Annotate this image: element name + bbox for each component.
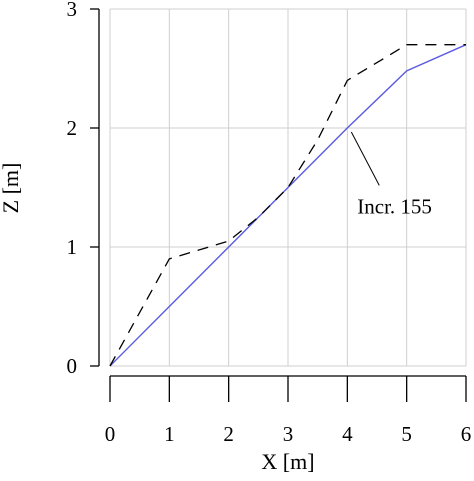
y-tick-label: 3 [67,0,78,21]
axes [90,8,467,402]
dashed-series-line [109,44,466,367]
y-tick-label: 0 [67,354,78,378]
x-tick-label: 4 [342,422,353,446]
y-tick-label: 2 [67,116,78,140]
y-tick-label: 1 [67,235,78,259]
series-lines [109,44,467,367]
tick-labels: 0 1 2 3 0 1 2 3 4 5 6 [67,0,472,446]
x-tick-label: 0 [105,422,116,446]
annotations: Incr. 155 [350,131,432,218]
x-tick-label: 5 [401,422,412,446]
grid-lines [109,8,467,367]
x-tick-label: 6 [461,422,472,446]
y-axis-label: Z [m] [0,163,23,214]
annotation-leader-line [350,131,380,186]
x-tick-label: 3 [283,422,294,446]
x-axis-label: X [m] [261,449,314,474]
annotation-label: Incr. 155 [357,194,432,218]
solid-series-line [109,44,467,367]
x-tick-label: 1 [164,422,175,446]
x-tick-label: 2 [223,422,234,446]
